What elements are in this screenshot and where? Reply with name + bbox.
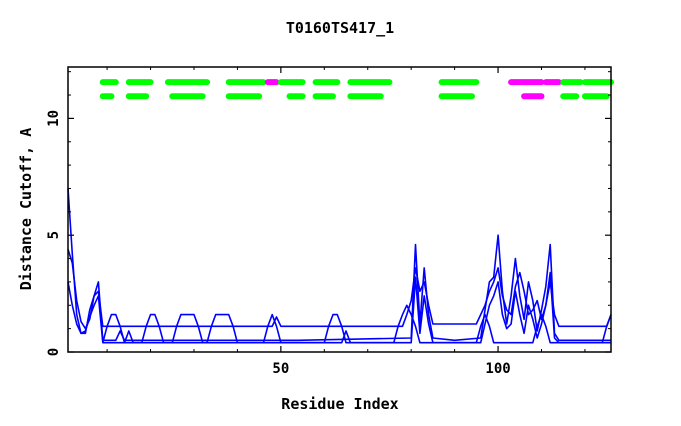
y-axis-label: Distance Cutoff, A — [17, 128, 35, 291]
y-tick-label-5: 5 — [46, 231, 62, 239]
y-tick-label-10: 10 — [46, 110, 62, 127]
plot-frame — [67, 66, 612, 353]
x-tick-label-50: 50 — [272, 361, 289, 377]
series-line-2 — [67, 188, 611, 342]
y-tick-label-0: 0 — [46, 348, 62, 356]
x-tick-label-100: 100 — [485, 361, 510, 377]
axis-ticks: 50 100 0 5 10 — [46, 67, 611, 377]
series-line-4 — [102, 304, 612, 344]
plot-marks — [67, 79, 614, 344]
chart-title: T0160TS417_1 — [286, 19, 394, 37]
x-axis-label: Residue Index — [281, 395, 398, 413]
